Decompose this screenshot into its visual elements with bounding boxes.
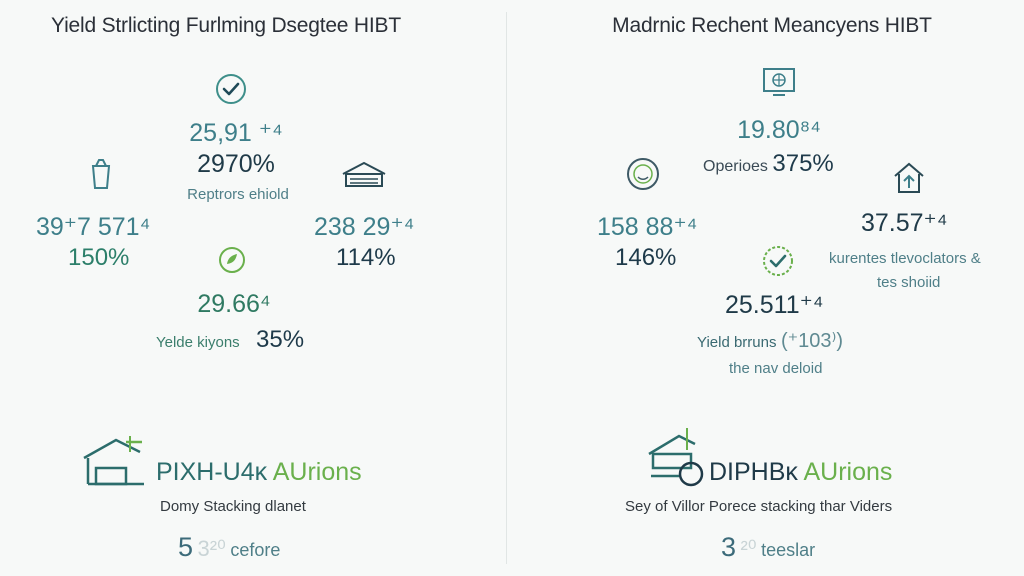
right-brand-part2: AUrions [803,458,893,486]
right-caption: Sey of Villor Porece stacking thar Vider… [625,498,893,515]
right-footer-ghost: ²⁰ [740,536,757,561]
right-mid-row: Yield brruns (⁺103⁾) [697,328,843,353]
left-top-percent: 2970% [197,150,275,178]
right-right-value: 37.57⁺⁴ [861,209,948,237]
left-brand: PIXH-U4ĸ AUrions [156,458,362,487]
right-footer-word: teeslar [761,540,816,560]
left-brand-part1: PIXH-U4ĸ [156,458,268,486]
right-right-label-1: kurentes tlevoclators & [829,250,981,267]
right-mid-paren: (⁺103⁾) [780,330,844,352]
right-mid-label: Yield brruns [697,334,777,351]
right-brand-part1: DIPHBĸ [709,458,798,486]
left-footer-ghost: 3²⁰ [197,536,226,561]
left-right-percent: 114% [336,244,396,271]
left-bottom-label: Yelde kiyons [156,334,240,351]
house-chart-icon [648,428,704,487]
right-footer: 3 ²⁰ teeslar [721,532,815,563]
right-brand: DIPHBĸ AUrions [709,458,892,487]
left-right-value: 238 29⁺⁴ [314,213,415,241]
left-footer-word: cefore [230,540,281,560]
panel-divider [506,12,507,564]
right-title: Madrnic Rechent Meancyens HIBT [612,14,932,37]
face-circle-icon [627,158,659,190]
roof-icon [342,161,386,187]
check-circle-icon [216,74,246,104]
left-caption: Domy Stacking dlanet [160,498,306,515]
left-left-value: 39⁺7 571⁴ [36,213,151,241]
house-up-icon [894,162,924,193]
right-top-label: Operioes [703,158,768,175]
right-left-value: 158 88⁺⁴ [597,213,698,241]
right-panel: Madrnic Rechent Meancyens HIBT 19.80⁸⁴ O… [507,0,1024,576]
check-circle-icon-green [763,246,793,276]
cup-icon [91,159,111,189]
right-footer-number: 3 [721,532,737,562]
right-right-label-2: tes shoiid [877,274,941,291]
right-mid-value: 25.511⁺⁴ [725,291,824,319]
monitor-globe-icon [763,68,795,96]
leaf-circle-icon [219,247,245,273]
left-top-value: 25,91 ⁺⁴ [189,119,283,147]
left-left-percent: 150% [68,244,130,271]
right-left-percent: 146% [615,244,677,271]
left-bottom-percent: 35% [256,326,305,353]
right-mid-label-2: the nav deloid [729,360,823,377]
house-chart-icon [83,436,144,486]
right-top-percent: 375% [772,150,834,177]
right-top-row: Operioes 375% [703,150,834,178]
left-mid-value: 29.66⁴ [197,290,271,318]
left-footer: 5 3²⁰ cefore [178,532,280,563]
left-panel: Yield Strlicting Furlming Dsegtee HIBT 2… [0,0,506,576]
left-brand-part2: AUrions [272,458,362,486]
left-top-label: Reptrors ehiold [187,186,289,203]
right-top-value: 19.80⁸⁴ [737,116,821,144]
left-footer-number: 5 [178,532,194,562]
left-title: Yield Strlicting Furlming Dsegtee HIBT [51,14,401,37]
